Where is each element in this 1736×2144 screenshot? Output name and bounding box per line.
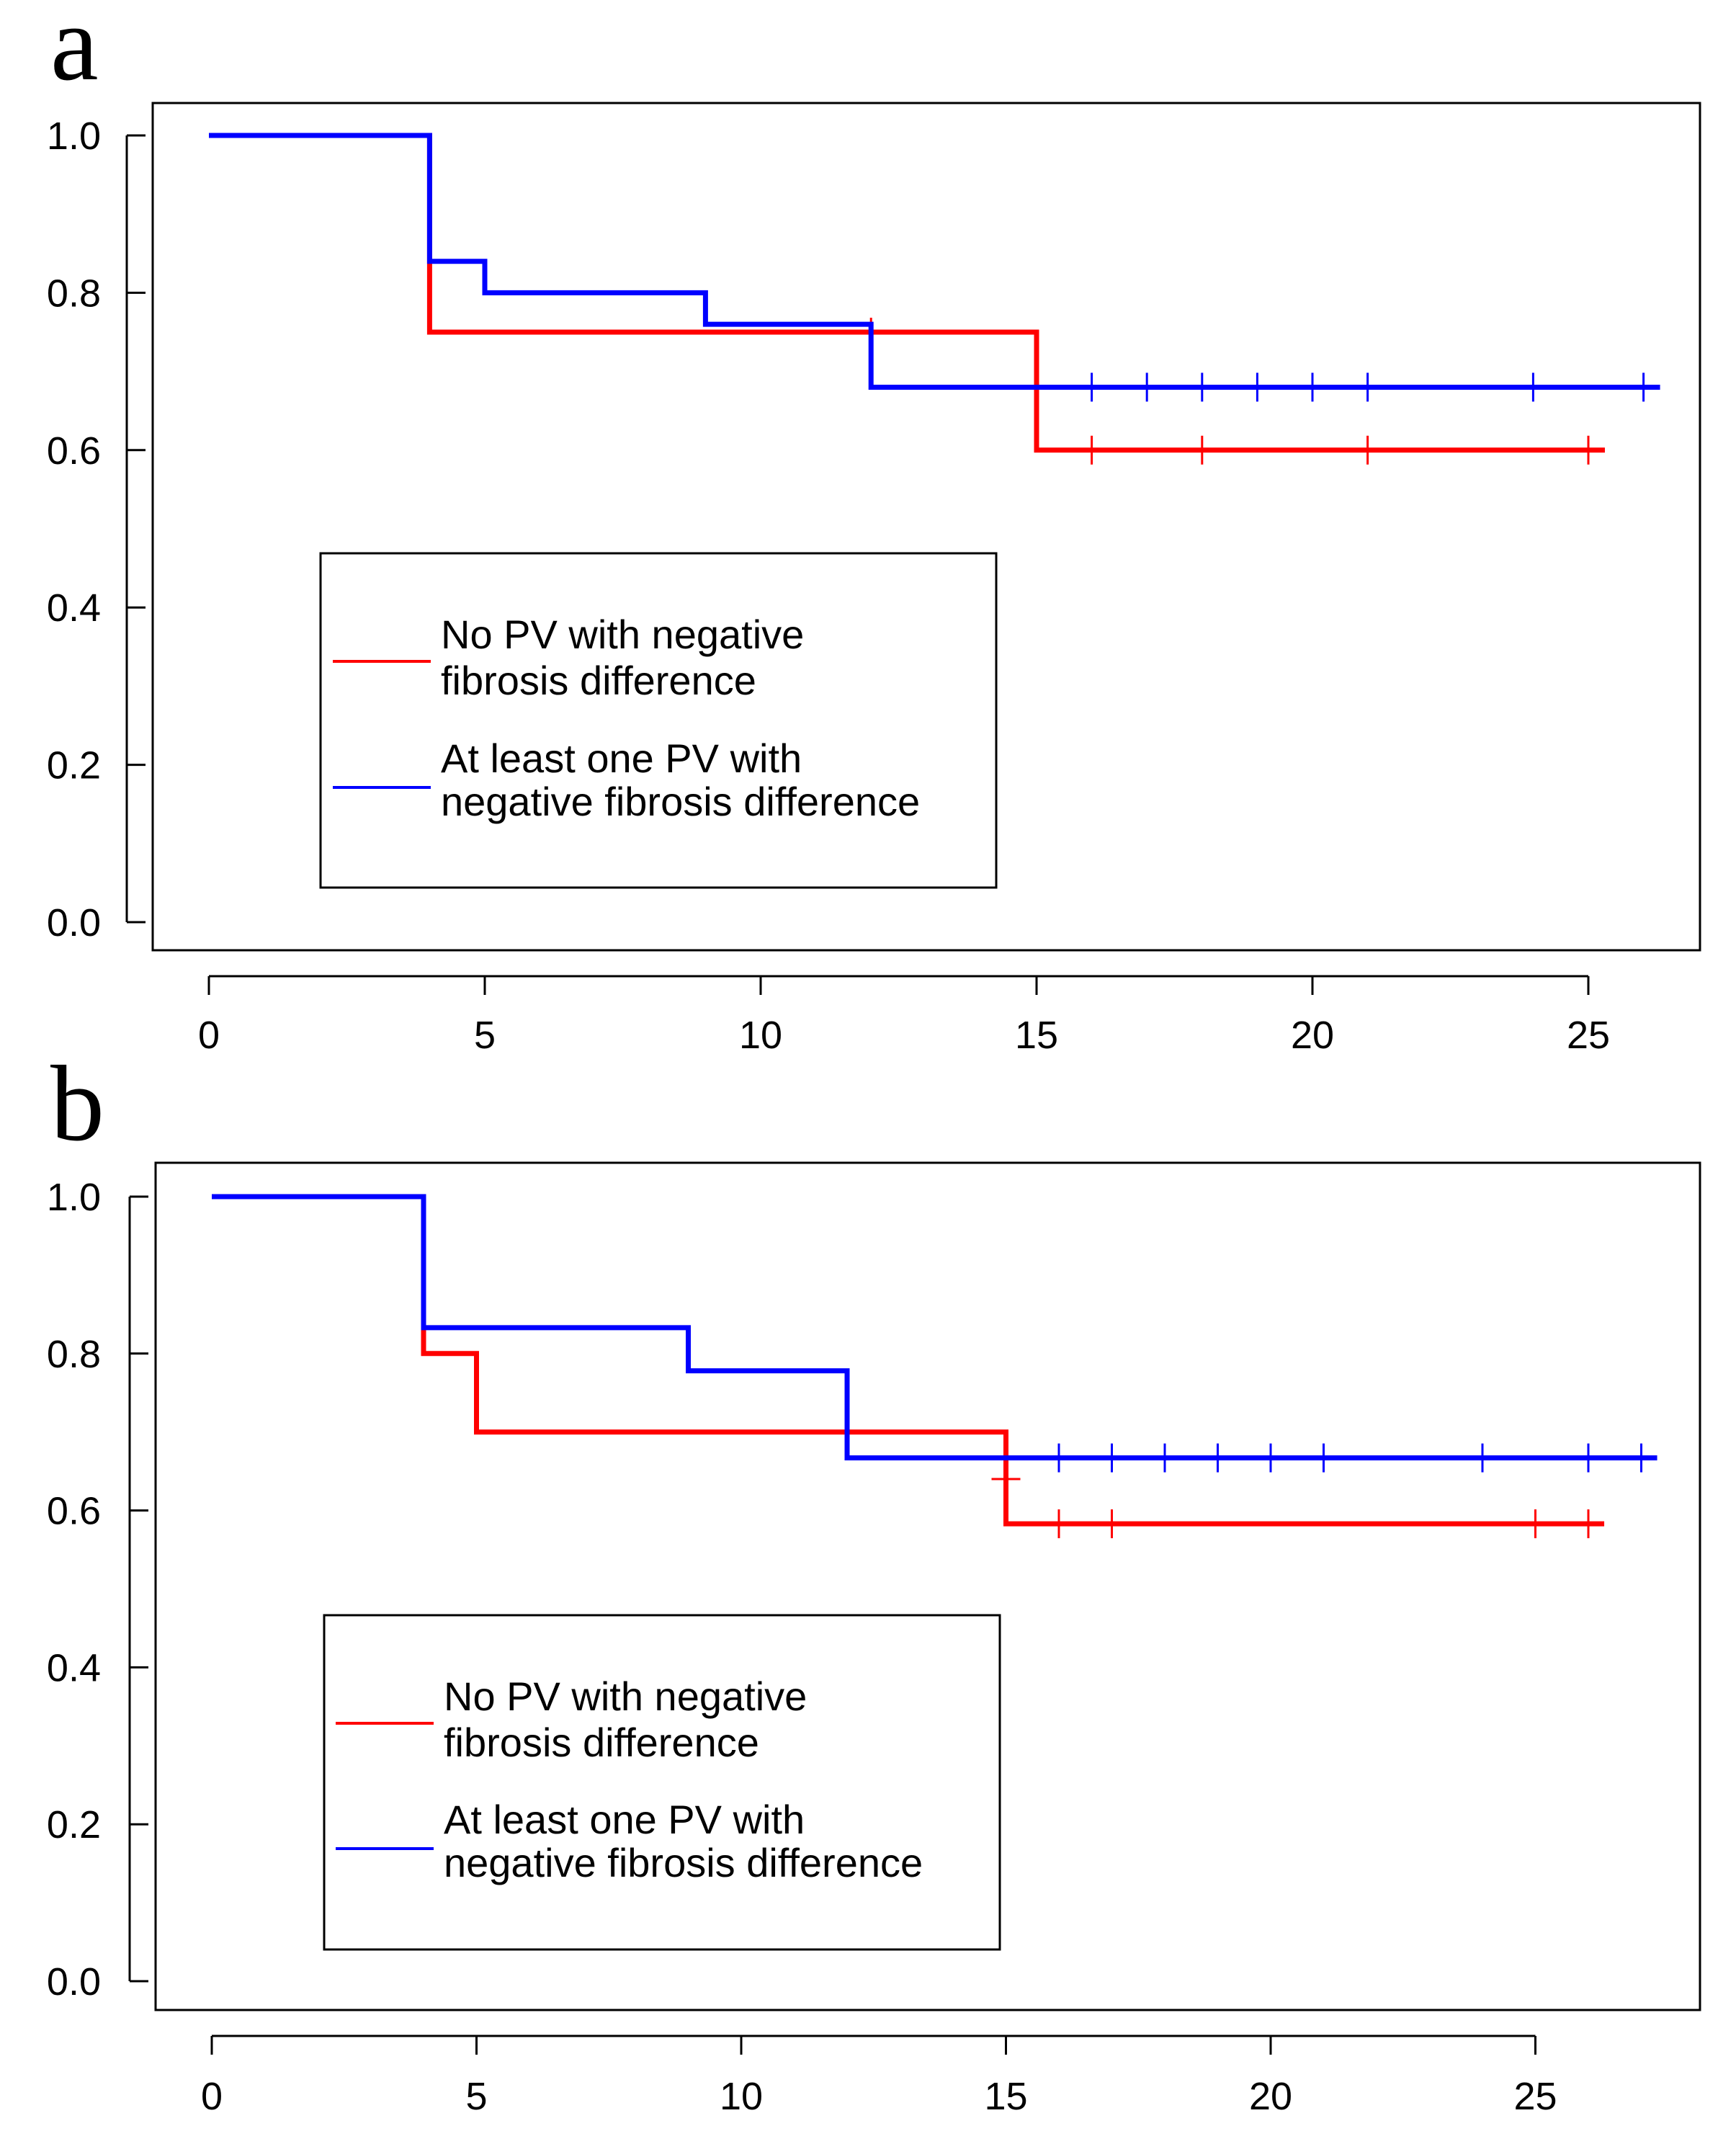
legend-label: At least one PV with: [441, 736, 802, 781]
x-tick-label: 25: [1513, 2075, 1557, 2118]
series-line-no-pv: [212, 1194, 1605, 1527]
panel-a: a 0 5 10 15 20 25 0.0 0.2 0.4 0.6 0.8 1.0 No PV with …: [47, 0, 1701, 1057]
x-tick-label: 0: [201, 2075, 223, 2118]
y-tick-label: 0.6: [47, 1490, 101, 1533]
legend-label: negative fibrosis difference: [441, 779, 920, 824]
series-line-no-pv: [209, 133, 1605, 453]
panel-label: a: [50, 0, 99, 103]
legend-label: negative fibrosis difference: [444, 1840, 923, 1885]
x-tick-label: 10: [720, 2075, 763, 2118]
series-line-at-least-one-pv: [209, 133, 1660, 390]
y-tick-label: 0.2: [47, 1803, 101, 1846]
x-tick-label: 20: [1291, 1014, 1334, 1057]
legend-box: [323, 1614, 1001, 1951]
y-tick-label: 0.0: [47, 901, 101, 944]
y-tick-label: 0.4: [47, 586, 101, 630]
plot-frame: [154, 1161, 1701, 2011]
y-tick-label: 1.0: [47, 1176, 101, 1219]
legend-label: No PV with negative: [441, 612, 804, 657]
y-tick-label: 0.6: [47, 429, 101, 473]
legend-label: No PV with negative: [444, 1674, 807, 1719]
panel-b: b 0 5 10 15 20 25 0.0 0.2 0.4 0.6 0.8 1.0 No PV with …: [47, 1044, 1701, 2118]
x-tick-label: 15: [1015, 1014, 1058, 1057]
x-tick-label: 5: [474, 1014, 496, 1057]
y-tick-label: 1.0: [47, 115, 101, 158]
y-tick-label: 0.0: [47, 1960, 101, 2004]
plot-frame: [151, 102, 1701, 952]
x-tick-label: 20: [1249, 2075, 1292, 2118]
y-tick-label: 0.2: [47, 744, 101, 787]
panel-label: b: [50, 1044, 104, 1163]
legend-label: At least one PV with: [444, 1797, 805, 1842]
x-tick-label: 25: [1567, 1014, 1610, 1057]
y-tick-label: 0.8: [47, 1333, 101, 1376]
legend-box: [319, 552, 998, 889]
legend-label: fibrosis difference: [441, 658, 756, 703]
y-tick-label: 0.4: [47, 1646, 101, 1689]
y-tick-label: 0.8: [47, 272, 101, 315]
x-tick-label: 10: [739, 1014, 782, 1057]
x-tick-label: 15: [984, 2075, 1027, 2118]
legend-label: fibrosis difference: [444, 1720, 759, 1765]
x-tick-label: 5: [465, 2075, 487, 2118]
series-line-at-least-one-pv: [212, 1194, 1657, 1461]
x-tick-label: 0: [198, 1014, 220, 1057]
